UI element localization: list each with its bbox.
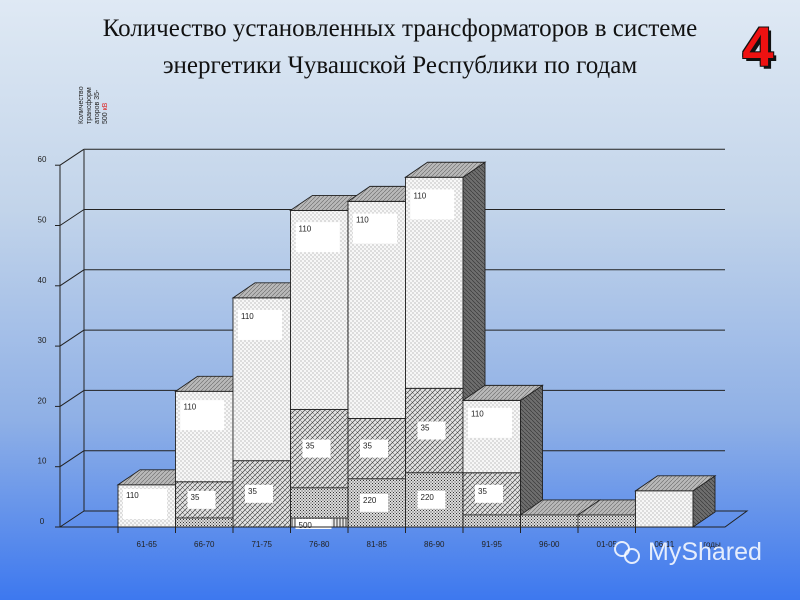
gridline-diagonal — [59, 148, 85, 166]
data-label-91-95-35: 35 — [475, 484, 503, 503]
data-label-text: 35 — [363, 442, 372, 451]
x-tick-label-01-05: 01-05 — [597, 540, 618, 549]
gridline-diagonal — [59, 209, 85, 226]
data-label-text: 110 — [299, 224, 312, 233]
data-label-86-90-110: 110 — [410, 189, 455, 220]
data-label-81-85-220: 220 — [360, 493, 388, 512]
data-label-66-70-35: 35 — [187, 490, 216, 509]
data-label-66-70-110: 110 — [180, 400, 225, 431]
x-tick-label-91-95: 91-95 — [482, 540, 503, 549]
y-tick-label: 10 — [38, 457, 47, 466]
data-label-text: 35 — [306, 442, 315, 451]
data-label-81-85-35: 35 — [360, 439, 388, 458]
myshared-logo-icon — [614, 541, 640, 564]
x-tick-label-76-80: 76-80 — [309, 540, 330, 549]
data-label-text: 35 — [478, 487, 487, 496]
x-axis-label: годы — [703, 540, 721, 549]
y-tick-label: 0 — [40, 517, 45, 526]
x-tick-label-61-65: 61-65 — [137, 540, 158, 549]
bar-06-11 — [634, 474, 717, 528]
data-label-text: 110 — [356, 215, 369, 224]
watermark: MyShared — [612, 538, 762, 567]
data-label-81-85-110: 110 — [353, 213, 397, 244]
y-tick-label: 50 — [38, 216, 47, 225]
data-label-box — [295, 518, 332, 529]
data-label-text: 220 — [363, 496, 377, 505]
data-label-box — [417, 421, 446, 440]
data-label-76-80-500: 500 — [295, 518, 332, 530]
data-label-76-80-110: 110 — [295, 222, 340, 253]
data-label-86-90-35: 35 — [417, 421, 446, 440]
data-label-71-75-110: 110 — [238, 309, 282, 340]
data-label-box — [353, 213, 397, 244]
x-tick-label-06-11: 06-11 — [654, 540, 674, 549]
bar-91-95 — [461, 384, 544, 528]
data-label-box — [410, 189, 455, 220]
data-label-box — [238, 309, 282, 340]
data-label-box — [360, 493, 388, 512]
bar-top-86-90 — [404, 161, 487, 178]
data-label-text: 500 — [299, 521, 313, 530]
data-label-text: 220 — [421, 493, 435, 502]
bar-segment-01-05-220 — [577, 514, 636, 528]
data-label-box — [245, 484, 273, 503]
y-tick-label: 20 — [38, 396, 47, 405]
data-label-text: 35 — [191, 493, 200, 502]
data-label-text: 110 — [471, 410, 484, 419]
y-tick-label: 30 — [38, 336, 47, 345]
bar-segment-91-95-220 — [462, 514, 521, 528]
gridline-diagonal — [59, 450, 85, 468]
data-label-text: 35 — [248, 487, 257, 496]
data-label-text: 110 — [241, 312, 254, 321]
x-tick-label-81-85: 81-85 — [367, 540, 388, 549]
data-label-box — [417, 490, 446, 509]
x-tick-label-96-00: 96-00 — [539, 540, 560, 549]
data-label-text: 110 — [126, 491, 139, 500]
data-label-box — [123, 489, 167, 520]
gridline-diagonal — [59, 329, 85, 347]
data-label-86-90-220: 220 — [417, 490, 446, 509]
gridline-diagonal — [59, 389, 85, 407]
data-label-91-95-110: 110 — [468, 407, 512, 438]
data-label-box — [180, 400, 225, 431]
gridline-diagonal — [59, 269, 85, 287]
x-tick-label-86-90: 86-90 — [424, 540, 445, 549]
data-label-text: 110 — [414, 191, 427, 200]
data-label-box — [187, 490, 216, 509]
data-label-text: 110 — [184, 402, 197, 411]
bar-segment-76-80-220 — [290, 487, 349, 519]
bar-segment-06-11-110 — [635, 490, 694, 528]
data-label-box — [295, 222, 340, 253]
y-tick-label: 60 — [38, 155, 47, 164]
data-label-61-65-110: 110 — [123, 489, 167, 520]
data-label-text: 35 — [421, 424, 430, 433]
data-label-box — [468, 407, 512, 438]
data-label-box — [302, 439, 331, 458]
data-label-71-75-35: 35 — [245, 484, 273, 503]
bar-top-91-95 — [461, 384, 544, 401]
data-label-box — [475, 484, 503, 503]
slide-number: 4 — [742, 15, 774, 78]
data-label-box — [360, 439, 388, 458]
x-tick-label-71-75: 71-75 — [252, 540, 273, 549]
slide-title: Количество установленных трансформаторов… — [102, 15, 698, 79]
bar-segment-96-00-220 — [520, 514, 579, 528]
y-tick-label: 40 — [38, 276, 47, 285]
data-label-76-80-35: 35 — [302, 439, 331, 458]
bar-top-06-11 — [634, 475, 717, 492]
bar-segment-66-70-220 — [175, 517, 234, 528]
watermark-text: MyShared — [648, 538, 762, 566]
x-tick-label-66-70: 66-70 — [194, 540, 215, 549]
